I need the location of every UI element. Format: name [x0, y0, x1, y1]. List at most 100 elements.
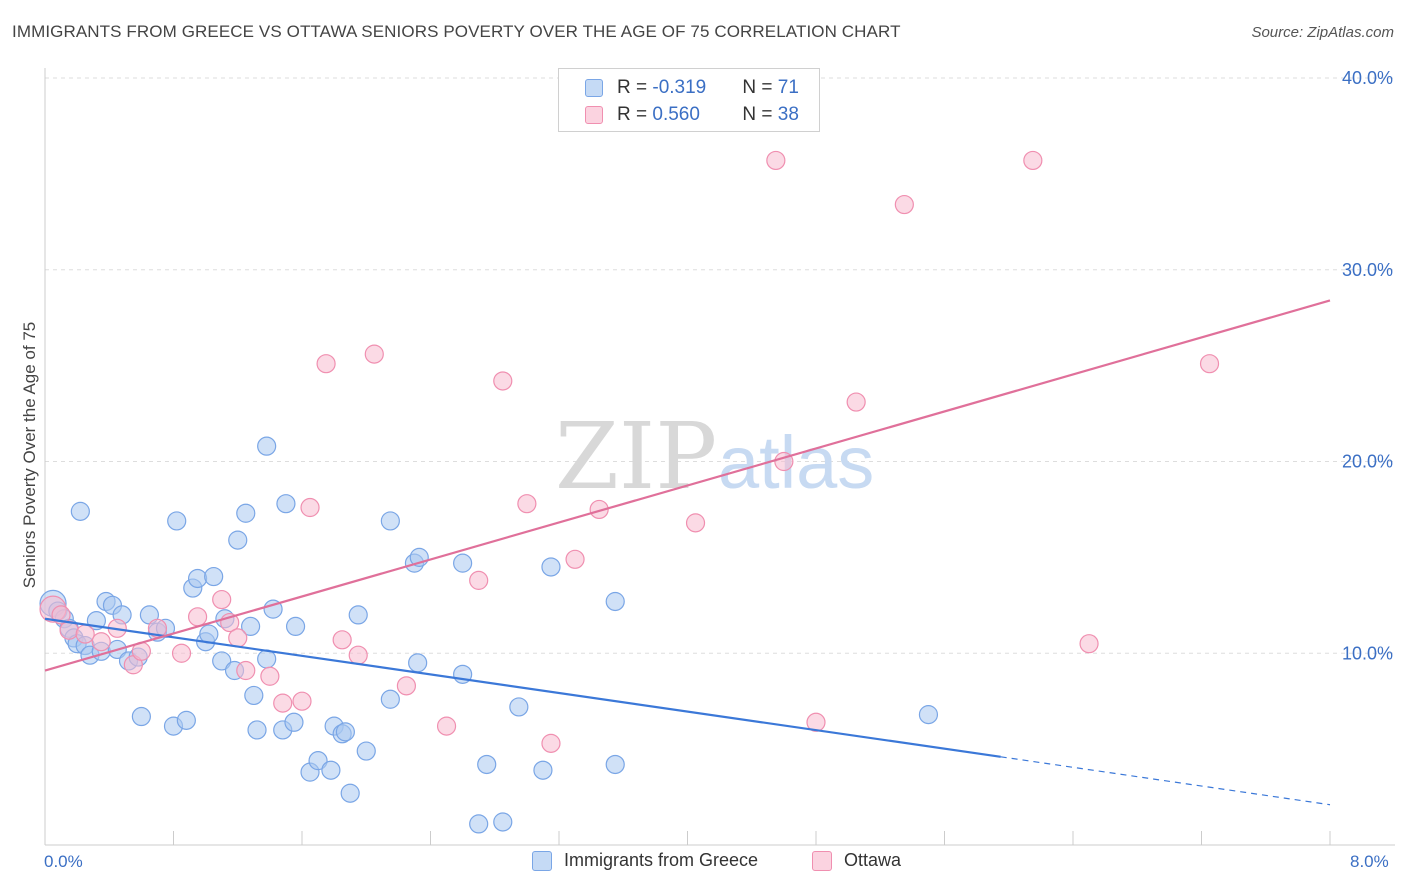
greece-point — [380, 511, 400, 531]
greece-point — [541, 557, 561, 577]
bottom-legend-label-ottawa: Ottawa — [844, 850, 902, 870]
legend-n-value-greece: 71 — [777, 77, 799, 98]
greece-point — [453, 553, 473, 573]
y-tick-label-30: 30.0% — [1342, 260, 1393, 280]
ottawa-point — [236, 660, 256, 681]
bottom-legend-ottawa: Ottawa — [812, 850, 901, 871]
greece-point — [228, 530, 248, 550]
greece-point — [284, 712, 304, 732]
bottom-legend-label-greece: Immigrants from Greece — [564, 850, 759, 870]
greece-point — [167, 511, 187, 531]
greece-point — [276, 494, 296, 514]
ottawa-point — [212, 589, 232, 610]
ottawa-point — [685, 513, 706, 533]
ottawa-point — [75, 624, 95, 644]
ottawa-point — [396, 676, 417, 696]
greece-point — [204, 566, 224, 587]
greece-point — [477, 754, 497, 775]
gridlines — [45, 77, 1395, 654]
legend-swatch-greece — [585, 79, 603, 97]
watermark-zip: ZIP — [555, 403, 717, 510]
greece-point — [469, 814, 489, 834]
bottom-legend-swatch-ottawa — [812, 850, 832, 871]
ottawa-point — [316, 354, 336, 374]
ottawa-point — [300, 497, 320, 518]
legend-r-label: R = — [617, 77, 653, 98]
greece-point — [176, 710, 196, 730]
trend-lines — [44, 299, 1331, 806]
y-tick-labels: 10.0% 20.0% 30.0% 40.0% — [1342, 68, 1393, 663]
ottawa-point — [91, 632, 111, 652]
y-tick-label-10: 10.0% — [1342, 643, 1393, 663]
greece-point — [257, 436, 277, 456]
ottawa-point — [364, 344, 384, 364]
ottawa-point — [894, 194, 914, 215]
legend-r-value-ottawa: 0.560 — [652, 104, 700, 125]
greece-point — [605, 754, 625, 775]
greece-point — [247, 720, 267, 740]
ottawa-point — [565, 549, 585, 569]
ottawa-point — [171, 643, 192, 663]
ottawa-point — [1079, 634, 1099, 654]
greece-point — [285, 616, 306, 637]
greece-point — [380, 689, 400, 709]
x-tick-label-min: 0.0% — [44, 852, 83, 871]
greece-point — [199, 624, 219, 644]
ottawa-point — [332, 630, 352, 650]
legend-swatch-ottawa — [585, 106, 603, 124]
ottawa-point — [187, 607, 208, 627]
legend-n-label: N = — [742, 77, 778, 98]
legend: R = -0.319 N = 71 R = 0.560 N = 38 — [558, 68, 820, 132]
greece-point — [335, 722, 355, 742]
greece-point — [918, 705, 939, 725]
greece-point — [187, 568, 208, 589]
greece-trend-line — [44, 617, 1001, 758]
greece-point — [131, 706, 151, 727]
greece-trend-extension — [1000, 756, 1331, 806]
greece-point — [533, 760, 553, 780]
legend-n-label: N = — [742, 104, 778, 125]
ottawa-point — [517, 494, 537, 514]
ottawa-point — [228, 628, 248, 648]
series-ottawa-points — [39, 150, 1220, 753]
ottawa-trend-line — [44, 299, 1331, 672]
greece-point — [408, 653, 428, 673]
ottawa-point — [436, 716, 457, 736]
watermark: ZIP atlas — [555, 403, 874, 510]
ottawa-point — [292, 691, 312, 711]
ottawa-point — [846, 392, 866, 412]
ottawa-point — [348, 645, 368, 665]
greece-point — [241, 616, 261, 637]
axes — [44, 68, 1395, 846]
bottom-legend-swatch-greece — [532, 850, 552, 871]
greece-point — [493, 812, 513, 832]
source-label: Source: ZipAtlas.com — [1251, 24, 1394, 41]
ottawa-point — [469, 570, 489, 590]
x-tick-label-max: 8.0% — [1350, 852, 1389, 871]
ottawa-point — [273, 693, 293, 713]
ottawa-point — [260, 666, 280, 686]
greece-point — [605, 591, 625, 612]
ottawa-point — [766, 150, 786, 171]
bottom-legend-greece: Immigrants from Greece — [532, 850, 758, 871]
greece-point — [509, 697, 529, 717]
greece-point — [348, 605, 368, 625]
greece-point — [70, 501, 90, 521]
greece-point — [340, 783, 360, 803]
ottawa-point — [541, 733, 561, 753]
y-tick-label-40: 40.0% — [1342, 68, 1393, 88]
ottawa-point — [806, 712, 826, 732]
legend-n-value-ottawa: 38 — [777, 104, 799, 125]
ottawa-point — [493, 371, 513, 391]
y-tick-label-20: 20.0% — [1342, 452, 1393, 472]
greece-point — [236, 503, 256, 523]
ottawa-point — [1023, 150, 1043, 171]
legend-r-label: R = — [617, 104, 653, 125]
greece-point — [321, 760, 341, 780]
greece-point — [308, 751, 328, 771]
greece-point — [212, 651, 232, 671]
legend-row-ottawa: R = 0.560 N = 38 — [585, 104, 799, 126]
greece-point — [356, 741, 376, 761]
legend-row-greece: R = -0.319 N = 71 — [585, 77, 799, 99]
